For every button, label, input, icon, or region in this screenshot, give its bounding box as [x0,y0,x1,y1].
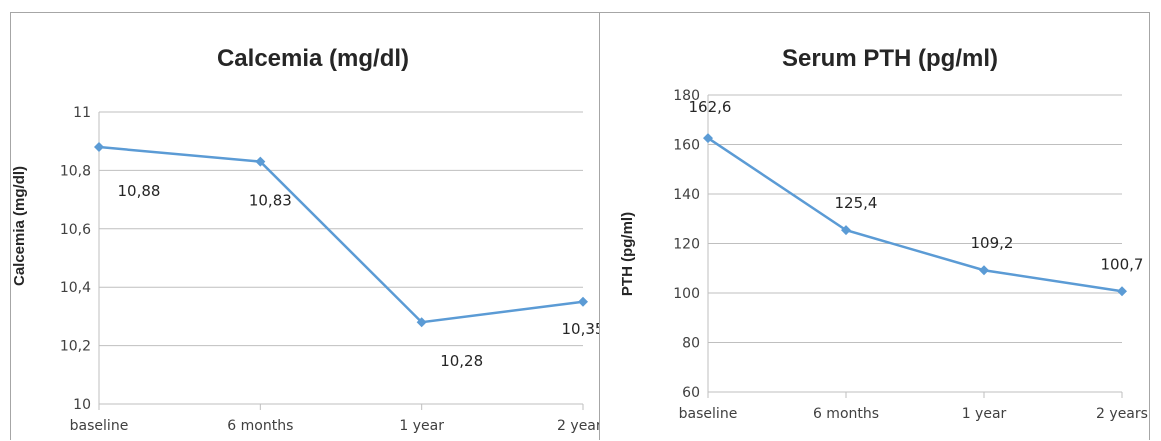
x-tick-label: 6 months [227,418,293,434]
x-tick-label: baseline [70,418,129,434]
data-label: 100,7 [1101,255,1144,273]
data-label: 109,2 [971,234,1014,252]
y-tick-label: 10,6 [60,222,91,238]
y-axis-label: Calcemia (mg/dl) [11,166,28,286]
series-line [707,137,1123,293]
y-tick-label: 140 [673,187,700,203]
y-tick-label: 10,4 [60,280,91,296]
y-tick-label: 180 [673,88,700,104]
data-label: 10,28 [440,352,483,370]
data-point [94,142,104,153]
y-tick-label: 160 [673,138,700,154]
calcemia-chart-panel: Calcemia (mg/dl) Calcemia (mg/dl) 10 10,2… [10,12,601,440]
y-tick-label: 80 [682,336,700,352]
y-axis-label: PTH (pg/ml) [619,212,636,296]
data-label: 10,83 [249,192,292,210]
x-tick-label: 6 months [813,406,879,422]
chart-title: Calcemia (mg/dl) [217,45,409,72]
data-point [841,225,851,236]
data-point [703,133,713,144]
x-tick-label: baseline [679,406,738,422]
data-label: 125,4 [835,194,878,212]
data-label: 162,6 [689,98,732,116]
pth-chart: Serum PTH (pg/ml) PTH (pg/ml) 60 80 100 120… [619,45,1148,422]
chart-title: Serum PTH (pg/ml) [782,45,998,72]
y-tick-label: 120 [673,237,700,253]
y-tick-label: 11 [73,105,91,121]
y-tick-label: 100 [673,286,700,302]
y-tick-label: 10,8 [60,163,91,179]
pth-chart-panel: Serum PTH (pg/ml) PTH (pg/ml) 60 80 100 120… [599,12,1150,440]
x-tick-label: 2 years [557,418,601,434]
data-point [1117,286,1127,297]
x-tick-label: 1 year [399,418,444,434]
x-tick-label: 1 year [962,406,1007,422]
y-tick-label: 60 [682,385,700,401]
data-point [416,317,427,328]
data-label: 10,35 [562,320,601,338]
data-label: 10,88 [118,182,161,200]
y-tick-label: 10 [73,397,91,413]
data-point [578,296,588,307]
y-tick-label: 10,2 [60,339,91,355]
series-line [98,145,584,324]
data-point [979,265,989,276]
x-tick-label: 2 years [1096,406,1148,422]
calcemia-chart: Calcemia (mg/dl) Calcemia (mg/dl) 10 10,2… [11,45,601,434]
